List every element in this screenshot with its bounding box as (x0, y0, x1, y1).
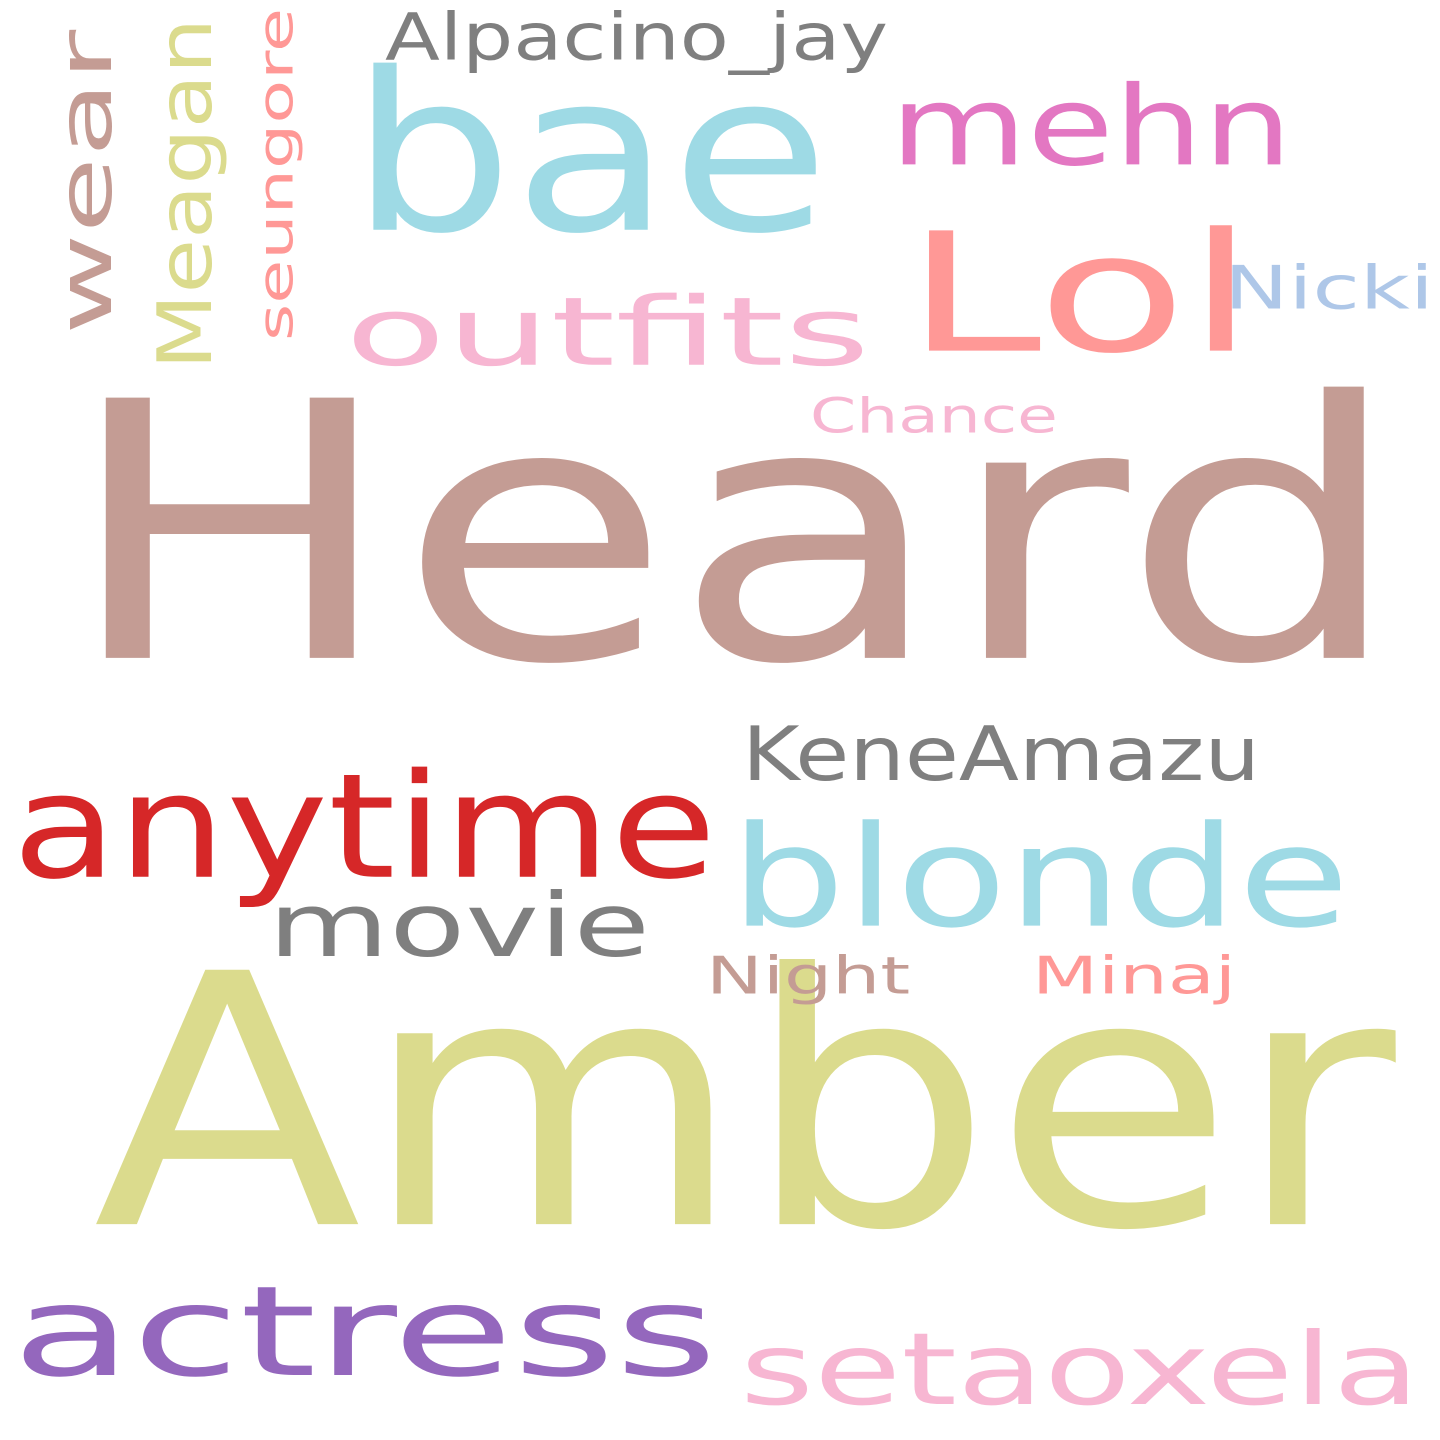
word-wear: wear (41, 29, 129, 336)
word-meagan: Meagan (141, 17, 229, 370)
word-keneamazu: KeneAmazu (742, 710, 1260, 798)
word-lol: Lol (905, 197, 1255, 391)
word-anytime: anytime (12, 742, 717, 912)
word-mehn: mehn (890, 62, 1293, 191)
word-seungore: seungore (247, 8, 304, 341)
word-heard: Heard (62, 327, 1405, 744)
word-amber: Amber (93, 901, 1396, 1308)
word-alpacino-jay: Alpacino_jay (385, 0, 889, 76)
word-blonde: blonde (730, 796, 1350, 960)
word-outfits: outfits (345, 276, 871, 388)
word-nicki: Nicki (1224, 252, 1434, 323)
word-bae: bae (350, 26, 830, 283)
word-minaj: Minaj (1032, 945, 1237, 1007)
word-movie: movie (268, 874, 651, 978)
word-setaoxela: setaoxela (740, 1311, 1420, 1428)
word-chance: Chance (810, 387, 1058, 444)
word-actress: actress (12, 1259, 718, 1405)
word-night: Night (706, 945, 911, 1007)
